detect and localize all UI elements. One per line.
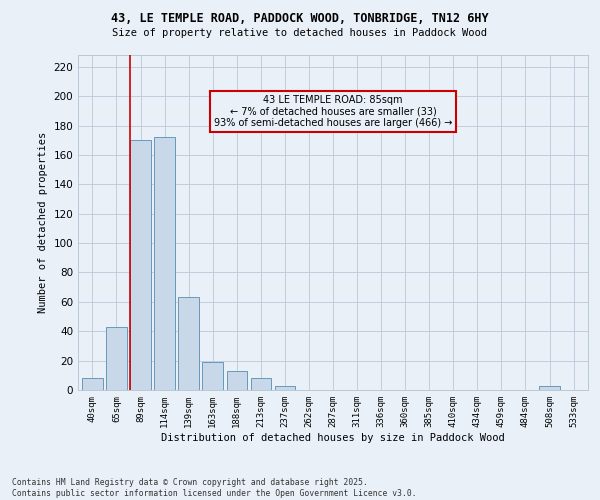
Bar bbox=[82, 378, 103, 390]
Bar bbox=[106, 327, 127, 390]
Text: Size of property relative to detached houses in Paddock Wood: Size of property relative to detached ho… bbox=[113, 28, 487, 38]
Bar bbox=[130, 140, 151, 390]
Bar bbox=[227, 371, 247, 390]
Text: 43, LE TEMPLE ROAD, PADDOCK WOOD, TONBRIDGE, TN12 6HY: 43, LE TEMPLE ROAD, PADDOCK WOOD, TONBRI… bbox=[111, 12, 489, 26]
Bar bbox=[251, 378, 271, 390]
Bar bbox=[154, 138, 175, 390]
Bar bbox=[178, 298, 199, 390]
Text: 43 LE TEMPLE ROAD: 85sqm
← 7% of detached houses are smaller (33)
93% of semi-de: 43 LE TEMPLE ROAD: 85sqm ← 7% of detache… bbox=[214, 95, 452, 128]
Bar bbox=[539, 386, 560, 390]
X-axis label: Distribution of detached houses by size in Paddock Wood: Distribution of detached houses by size … bbox=[161, 432, 505, 442]
Bar bbox=[202, 362, 223, 390]
Bar bbox=[275, 386, 295, 390]
Y-axis label: Number of detached properties: Number of detached properties bbox=[38, 132, 48, 313]
Text: Contains HM Land Registry data © Crown copyright and database right 2025.
Contai: Contains HM Land Registry data © Crown c… bbox=[12, 478, 416, 498]
